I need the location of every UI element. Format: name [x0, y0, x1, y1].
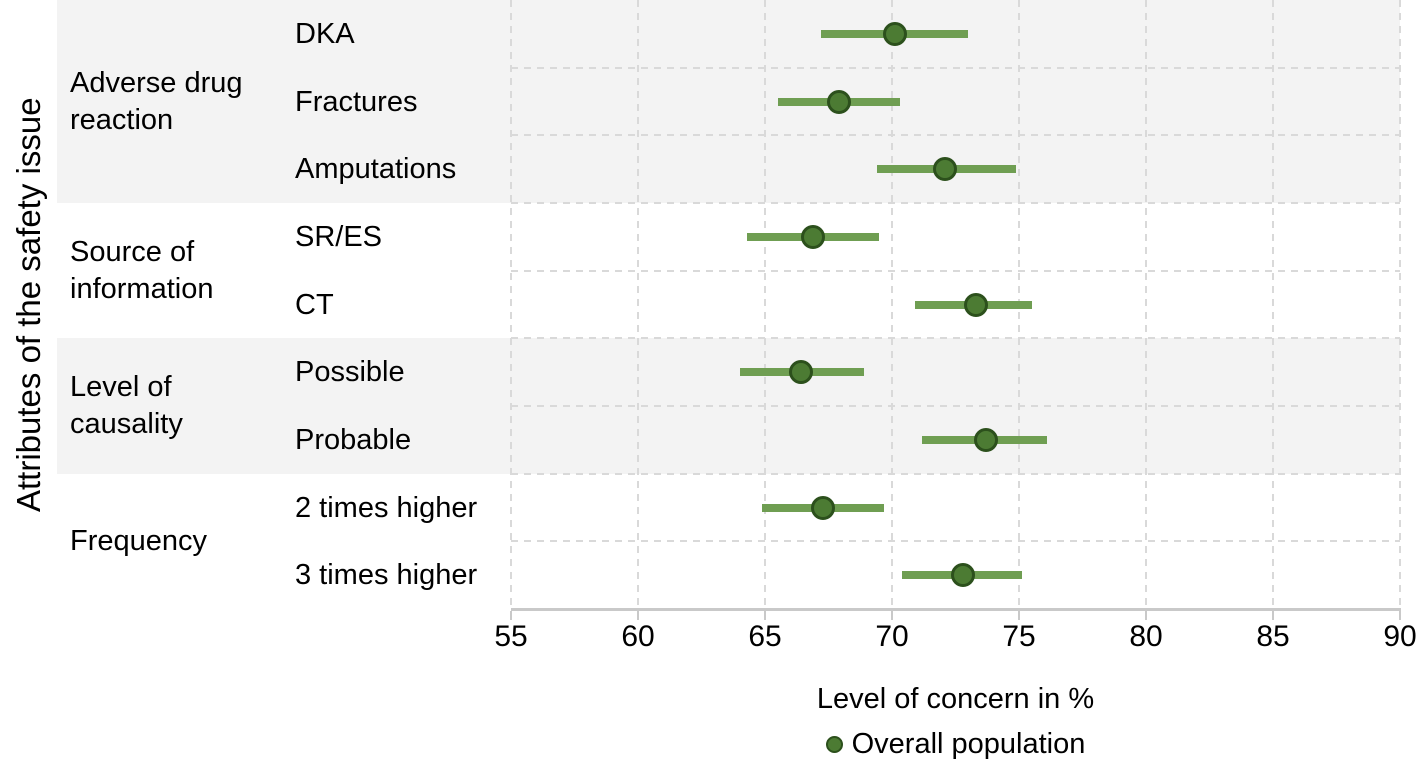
x-axis-tick — [1018, 611, 1020, 620]
legend-label: Overall population — [851, 728, 1086, 760]
point-marker — [826, 89, 851, 114]
horizontal-gridline — [511, 202, 1400, 204]
x-axis-tick — [891, 611, 893, 620]
group-band — [57, 0, 1400, 203]
x-tick-label: 60 — [621, 620, 655, 653]
x-tick-label: 80 — [1129, 620, 1163, 653]
item-label: Possible — [295, 356, 405, 389]
x-tick-label: 70 — [875, 620, 909, 653]
point-marker — [963, 292, 988, 317]
legend-marker-icon — [825, 736, 843, 753]
y-axis-title: Attributes of the safety issue — [10, 97, 47, 512]
point-marker — [788, 360, 813, 385]
item-label: Probable — [295, 423, 412, 456]
x-axis-tick — [1145, 611, 1147, 620]
horizontal-gridline — [511, 134, 1400, 137]
x-tick-label: 75 — [1002, 620, 1036, 653]
item-label: Fractures — [295, 85, 418, 118]
item-label: 2 times higher — [295, 491, 478, 524]
x-tick-label: 65 — [748, 620, 782, 653]
item-label: Amputations — [295, 153, 457, 186]
group-label: Frequency — [70, 524, 208, 557]
legend: Overall population — [511, 728, 1400, 761]
point-marker — [933, 157, 958, 182]
vertical-gridline — [764, 0, 766, 609]
group-label: Source of information — [70, 235, 214, 305]
x-axis-title: Level of concern in % — [816, 683, 1095, 715]
x-axis-tick — [637, 611, 639, 620]
vertical-gridline — [891, 0, 893, 609]
x-tick-label: 55 — [494, 620, 528, 653]
point-marker — [801, 224, 826, 249]
point-marker — [973, 427, 998, 452]
x-axis-line — [511, 608, 1401, 611]
point-marker — [811, 495, 836, 520]
point-marker — [882, 21, 907, 46]
horizontal-gridline — [511, 269, 1400, 272]
vertical-gridline — [637, 0, 639, 609]
item-label: DKA — [295, 17, 355, 50]
horizontal-gridline — [511, 540, 1400, 543]
point-marker — [951, 563, 976, 588]
x-axis-tick — [1272, 611, 1274, 620]
x-tick-label: 90 — [1383, 620, 1417, 653]
vertical-gridline — [1145, 0, 1147, 609]
horizontal-gridline — [511, 472, 1400, 475]
horizontal-gridline — [511, 337, 1400, 340]
item-label: SR/ES — [295, 220, 383, 253]
horizontal-gridline — [511, 405, 1400, 407]
x-axis-tick — [1399, 611, 1401, 620]
x-axis-tick — [510, 611, 512, 620]
x-tick-label: 85 — [1256, 620, 1290, 653]
item-label: CT — [295, 288, 334, 321]
x-axis-tick — [764, 611, 766, 620]
horizontal-gridline — [511, 66, 1400, 69]
group-label: Adverse drug reaction — [70, 66, 243, 136]
vertical-gridline — [1399, 0, 1401, 609]
vertical-gridline — [510, 0, 512, 609]
vertical-gridline — [1272, 0, 1274, 609]
group-label: Level of causality — [70, 370, 183, 440]
item-label: 3 times higher — [295, 559, 478, 592]
